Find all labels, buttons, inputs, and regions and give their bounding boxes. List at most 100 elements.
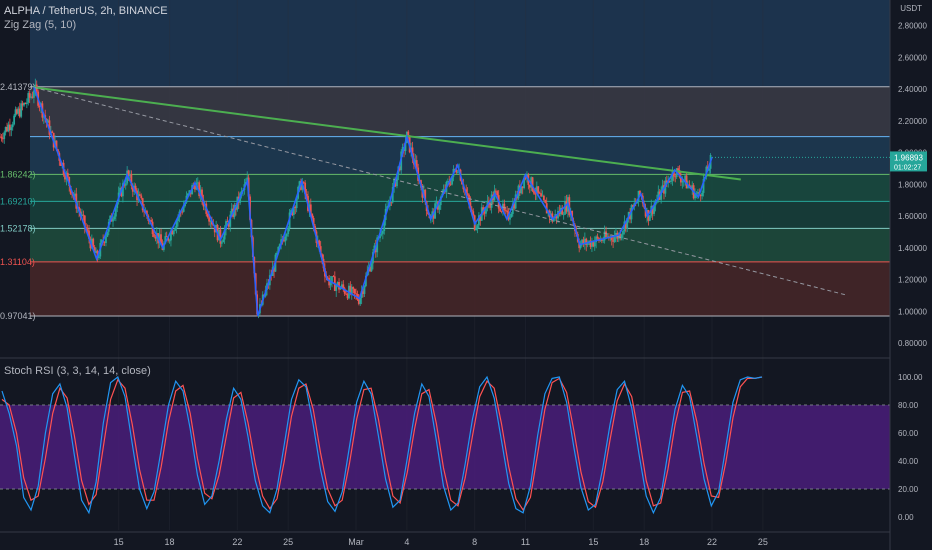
rsi-tick-label: 0.00 [898, 513, 914, 522]
candle-body [278, 244, 281, 247]
candle-body [701, 192, 704, 197]
candle-body [277, 246, 280, 254]
stoch-rsi-k-line [1, 375, 763, 515]
candle-body [172, 230, 175, 235]
candle-body [542, 195, 545, 201]
candle-body [16, 109, 18, 114]
candle-body [411, 147, 414, 159]
candle-body [59, 160, 62, 166]
candle-body [596, 236, 599, 239]
price-tick-label: 2.40000 [898, 85, 927, 94]
candle-body [353, 288, 356, 294]
last-price-tag: 1.96893 01:02:27 [712, 151, 927, 172]
candle-body [593, 242, 596, 247]
candle-body [613, 236, 616, 242]
stoch-rsi-label[interactable]: Stoch RSI (3, 3, 14, 14, close) [4, 365, 151, 377]
candle-body [677, 168, 679, 171]
price-tick-label: 2.80000 [898, 22, 927, 31]
candle-body [586, 242, 589, 245]
candle-body [535, 186, 538, 195]
candle-body [0, 136, 1, 138]
time-tick-label: 8 [472, 537, 477, 547]
stoch-rsi-pane[interactable] [0, 357, 932, 515]
candle-body [561, 207, 564, 215]
candle-body [119, 187, 121, 193]
candle-body [629, 212, 631, 220]
candle-body [298, 181, 301, 187]
descending-trendline[interactable] [33, 86, 741, 181]
candle-body [28, 93, 31, 98]
time-tick-label: 15 [114, 537, 124, 547]
candle-body [27, 93, 30, 103]
candle-body [150, 220, 153, 222]
candle-body [404, 143, 407, 152]
candle-body [186, 193, 189, 196]
candle-body [1, 138, 4, 140]
candle-body [339, 287, 342, 290]
candle-body [350, 287, 353, 294]
candle-body [651, 205, 654, 214]
candle-body [360, 291, 363, 299]
candle-body [513, 203, 516, 209]
candle-body [122, 183, 124, 197]
price-tag-value: 1.96893 [894, 153, 923, 162]
candle-body [0, 136, 3, 139]
candle-body [540, 193, 542, 197]
candle-body [386, 206, 388, 209]
candle-body [153, 234, 155, 237]
candle-body [691, 185, 694, 189]
candle-body [51, 131, 54, 133]
candle-body [105, 236, 107, 243]
candle-body [226, 221, 229, 223]
fib-extension-zone [30, 0, 890, 87]
candle-body [90, 238, 93, 249]
candle-body [506, 210, 509, 213]
candle-body [362, 291, 364, 294]
candle-body [379, 234, 381, 239]
candle-body [363, 285, 366, 294]
symbol-title[interactable]: ALPHA / TetherUS, 2h, BINANCE [4, 5, 168, 17]
candle-body [7, 124, 10, 132]
fib-retracement[interactable]: 2.41379) 1.86242) 1.69210) 1.52178) 1.31104)… [0, 82, 890, 321]
candle-body [401, 147, 404, 152]
candle-body [335, 285, 338, 291]
candle-body [631, 205, 634, 207]
candle-body [672, 171, 675, 177]
candle-body [603, 231, 606, 241]
zigzag-indicator-label[interactable]: Zig Zag (5, 10) [4, 19, 77, 31]
candle-body [490, 194, 493, 208]
candle-body [509, 217, 511, 220]
time-tick-label: Mar [348, 537, 364, 547]
candle-body [585, 238, 588, 245]
candle-body [100, 240, 103, 243]
candle-body [170, 230, 172, 241]
candle-body [349, 285, 352, 294]
zigzag-line[interactable] [33, 87, 713, 317]
candle-body [66, 172, 69, 177]
candle-body [342, 284, 345, 289]
candle-body [194, 185, 196, 190]
candle-body [126, 170, 129, 184]
candle-body [503, 203, 506, 211]
candle-body [670, 180, 672, 182]
candle-body [438, 205, 441, 210]
candle-body [64, 174, 66, 180]
candle-body [668, 180, 671, 182]
candle-body [615, 232, 617, 237]
candle-body [329, 281, 332, 286]
candle-body [465, 189, 468, 194]
fib-level-label: 1.31104) [0, 257, 35, 267]
time-tick-label: 15 [588, 537, 598, 547]
candle-body [167, 237, 170, 241]
candle-body [466, 193, 469, 195]
price-axis[interactable]: 3.000002.800002.600002.400002.200002.000… [889, 0, 932, 550]
candle-body [3, 132, 6, 139]
candle-body [171, 230, 174, 235]
candle-body [222, 239, 225, 243]
fib-level-label: 2.41379) [0, 82, 36, 92]
drawing-lines[interactable] [33, 86, 848, 317]
time-axis[interactable]: 15 18 22 25 Mar 4 8 11 15 18 22 25 [0, 531, 890, 547]
rsi-tick-label: 80.00 [898, 401, 919, 410]
candle-body [407, 131, 410, 136]
